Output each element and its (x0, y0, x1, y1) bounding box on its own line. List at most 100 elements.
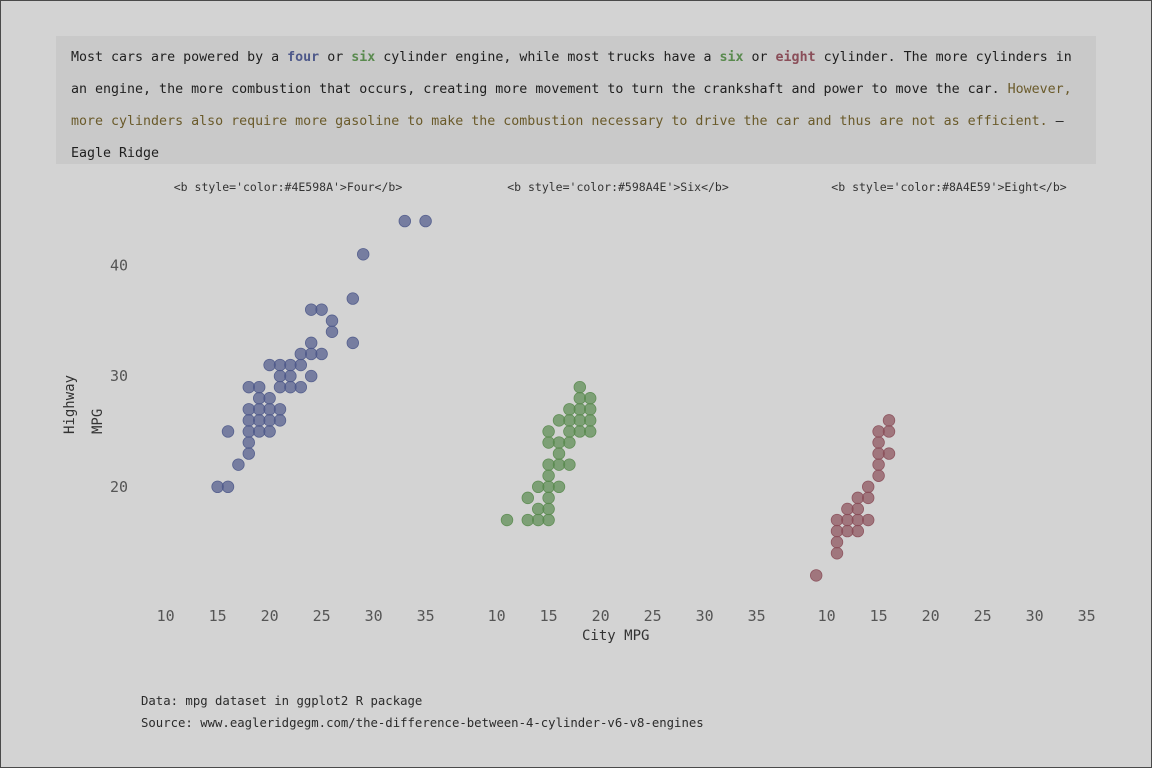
y-tick-label: 20 (110, 478, 128, 496)
data-point (521, 513, 535, 527)
data-point (263, 414, 276, 427)
data-point (584, 403, 597, 416)
data-point (242, 436, 256, 449)
data-point (305, 369, 318, 383)
data-point (325, 314, 339, 327)
data-point (563, 414, 576, 427)
data-point (830, 535, 844, 549)
x-tick-label: 20 (922, 607, 940, 625)
data-point (862, 513, 875, 527)
data-point (305, 336, 318, 350)
y-axis-label-word: MPG (90, 408, 106, 434)
y-tick-label: 40 (110, 256, 128, 274)
data-point (242, 380, 256, 394)
data-point (325, 325, 339, 338)
data-point (532, 513, 545, 527)
data-point (851, 513, 865, 527)
data-point (552, 458, 566, 471)
data-point (552, 480, 566, 494)
data-point (552, 414, 566, 427)
data-point (305, 303, 318, 316)
facet-title-four: <b style='color:#4E598A'>Four</b> (173, 180, 403, 194)
data-point (273, 369, 287, 383)
data-point (532, 480, 545, 494)
intro-attribution: – Eagle Ridge (71, 114, 1064, 161)
data-point (841, 513, 854, 527)
data-point (810, 569, 823, 582)
data-point (552, 447, 566, 460)
data-point (573, 425, 587, 438)
x-tick-label: 10 (818, 607, 836, 625)
data-point (284, 380, 297, 394)
data-point (346, 336, 360, 350)
data-point (542, 469, 555, 482)
data-point (830, 524, 844, 538)
data-point (872, 436, 885, 449)
data-point (242, 425, 256, 438)
data-point (263, 358, 276, 372)
data-point (500, 513, 514, 527)
x-tick-label: 20 (592, 607, 610, 625)
facet-points-1 (500, 380, 597, 527)
data-point (398, 214, 412, 228)
x-tick-label: 35 (748, 607, 766, 625)
data-point (882, 447, 896, 460)
x-tick-label: 35 (417, 607, 435, 625)
x-tick-label: 25 (313, 607, 331, 625)
data-point (273, 358, 287, 372)
data-point (221, 425, 235, 438)
data-point (284, 358, 297, 372)
x-tick-label: 10 (157, 607, 175, 625)
caption-source: Source: www.eagleridgegm.com/the-differe… (141, 716, 704, 730)
x-tick-label: 25 (974, 607, 992, 625)
x-tick-label: 30 (1026, 607, 1044, 625)
data-point (584, 392, 597, 405)
data-point (862, 480, 875, 494)
intro-text-1: Most cars are powered by a (71, 50, 288, 65)
data-point (273, 380, 287, 394)
data-point (573, 414, 587, 427)
data-point (521, 491, 535, 505)
intro-four: four (287, 50, 320, 65)
facet-points-0 (211, 214, 432, 494)
intro-six-2: six (719, 50, 744, 65)
x-tick-label: 25 (644, 607, 662, 625)
data-point (253, 414, 266, 427)
data-point (552, 436, 566, 449)
data-point (573, 380, 587, 394)
facet-points-2 (810, 414, 896, 582)
data-point (294, 380, 308, 394)
data-point (542, 502, 555, 516)
data-point (284, 369, 297, 383)
data-point (542, 425, 555, 438)
data-point (851, 502, 865, 516)
data-point (242, 414, 256, 427)
intro-text-3: cylinder engine, while most trucks have … (375, 50, 720, 65)
x-tick-label: 30 (365, 607, 383, 625)
data-point (872, 469, 885, 482)
data-point (532, 502, 545, 516)
caption-data: Data: mpg dataset in ggplot2 R package (141, 694, 423, 708)
x-tick-label: 10 (488, 607, 506, 625)
intro-text-box: Most cars are powered by a four or six c… (56, 36, 1096, 164)
data-point (542, 458, 555, 471)
data-point (253, 425, 266, 438)
data-point (872, 447, 885, 460)
intro-text-2: or (319, 50, 352, 65)
data-point (573, 392, 587, 405)
data-point (263, 403, 276, 416)
data-point (273, 403, 287, 416)
data-point (841, 524, 854, 538)
data-point (253, 403, 266, 416)
data-point (232, 458, 245, 471)
data-point (305, 347, 318, 361)
data-point (263, 392, 276, 405)
intro-text-5: cylinder. The more cylinders in an engin… (71, 50, 1072, 97)
x-tick-label: 30 (696, 607, 714, 625)
data-point (830, 513, 844, 527)
data-point (253, 392, 266, 405)
data-point (872, 425, 885, 438)
y-axis-label: Highway MPG (56, 354, 112, 434)
x-tick-label: 15 (540, 607, 558, 625)
y-axis-label-word: Highway (62, 374, 78, 434)
